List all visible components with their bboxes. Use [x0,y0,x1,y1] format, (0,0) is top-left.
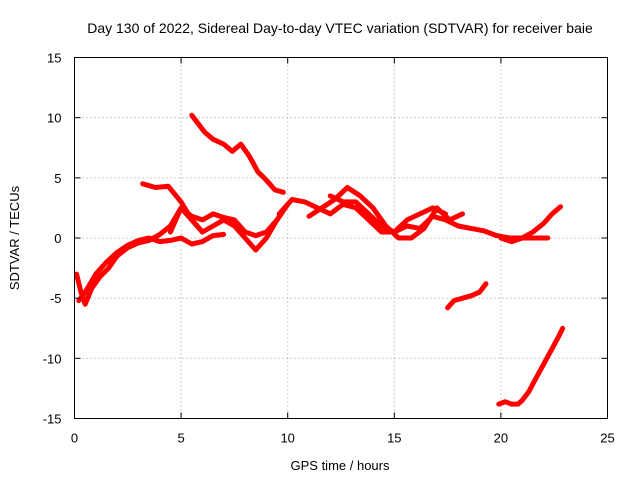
y-axis-label: SDTVAR / TECUs [7,185,22,290]
x-tick-label: 5 [177,431,184,446]
y-tick-label: -5 [50,291,62,306]
grid [74,57,608,419]
series-arc-late-low [496,325,566,407]
series-arc-low [76,231,227,304]
series-layer [74,112,566,407]
ticks: 0 5 10 15 20 25 -15 -10 -5 0 5 10 15 [43,51,615,446]
x-axis-label: GPS time / hours [291,458,390,473]
x-tick-label: 20 [494,431,508,446]
x-tick-label: 10 [280,431,294,446]
series-arc-early [74,205,205,307]
y-tick-label: -15 [43,412,62,427]
x-tick-label: 25 [600,431,614,446]
series-arc-high [189,112,286,195]
series-arc-late-up [498,204,564,245]
chart-title: Day 130 of 2022, Sidereal Day-to-day VTE… [87,20,593,36]
series-arc-wave [140,181,280,253]
series-arc-center-c [327,193,448,235]
y-tick-label: 15 [47,51,61,66]
series-arc-late-mid [445,281,489,311]
x-tick-label: 15 [387,431,401,446]
y-tick-label: 5 [54,171,61,186]
y-tick-label: 10 [47,111,61,126]
x-tick-label: 0 [71,431,78,446]
y-tick-label: -10 [43,351,62,366]
y-tick-label: 0 [54,231,61,246]
